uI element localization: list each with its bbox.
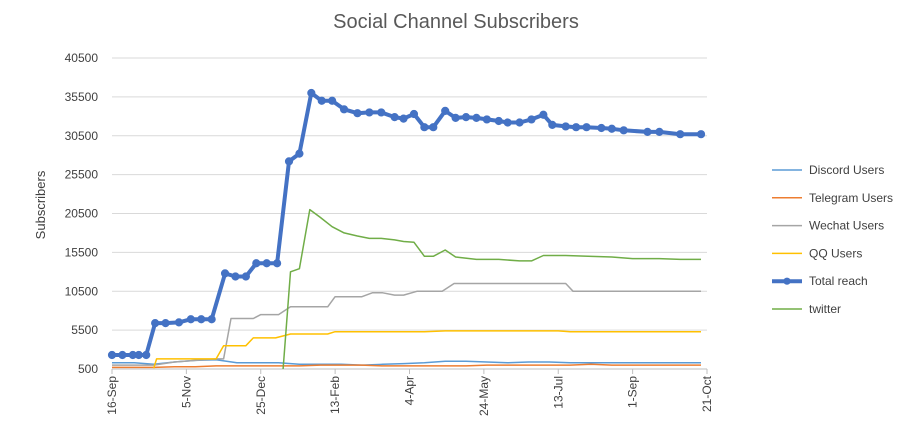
series-line-twitter: [282, 208, 701, 370]
series-line-total-reach: [112, 91, 701, 357]
y-axis-ticks: 500 5500 10500 15500 20500 25500 30500 35500 405…: [65, 51, 99, 376]
data-point: [161, 319, 170, 328]
x-tick-label: 5-Nov: [179, 376, 193, 408]
data-point: [607, 124, 616, 133]
data-point: [582, 123, 591, 132]
data-point: [597, 123, 606, 133]
data-point: [197, 315, 206, 324]
data-point: [365, 108, 374, 117]
data-point: [399, 114, 408, 123]
data-point: [619, 126, 628, 135]
data-point: [284, 157, 294, 166]
legend-label: Total reach: [809, 274, 868, 288]
data-point: [174, 318, 184, 327]
data-point: [390, 112, 399, 122]
data-point: [451, 113, 460, 122]
data-point: [676, 130, 685, 139]
data-point: [441, 106, 450, 115]
data-point: [107, 350, 117, 360]
x-tick-label: 1-Sep: [626, 376, 640, 408]
series-line-wechat-users: [112, 282, 701, 366]
data-point: [515, 118, 524, 127]
data-point: [118, 350, 127, 360]
y-axis-label: Subscribers: [33, 170, 48, 239]
y-tick-label: 500: [78, 362, 98, 376]
legend-label: Telegram Users: [809, 191, 893, 205]
y-tick-label: 5500: [71, 323, 98, 337]
data-point: [186, 315, 195, 324]
data-point: [241, 272, 250, 281]
data-point: [655, 127, 664, 136]
y-tick-label: 30500: [65, 129, 99, 143]
x-tick-label: 13-Feb: [328, 376, 342, 414]
series-line-telegram-users: [112, 363, 701, 369]
x-axis-ticks: 16-Sep 5-Nov 25-Dec 13-Feb 4-Apr 24-May 13-Jul…: [105, 369, 714, 416]
data-point: [472, 113, 481, 122]
legend-label: QQ Users: [809, 246, 862, 260]
data-point: [134, 350, 143, 360]
data-point: [207, 315, 216, 324]
series-line-qq-users: [152, 330, 701, 369]
legend-label: twitter: [809, 302, 841, 316]
data-point: [409, 109, 419, 119]
chart-title: Social Channel Subscribers: [333, 11, 579, 33]
data-point: [539, 110, 548, 119]
legend-label: Discord Users: [809, 163, 884, 177]
data-point: [252, 259, 261, 268]
x-tick-label: 16-Sep: [105, 376, 119, 415]
data-point: [339, 105, 349, 114]
data-point: [317, 96, 326, 105]
data-point: [273, 259, 282, 268]
data-point: [561, 122, 570, 131]
series-lines: [107, 88, 706, 370]
data-point: [142, 350, 151, 360]
x-tick-label: 4-Apr: [403, 376, 417, 405]
data-point: [307, 88, 316, 98]
data-point: [494, 116, 503, 126]
data-point: [262, 259, 271, 268]
data-point: [295, 149, 304, 158]
data-point: [482, 115, 491, 124]
data-point: [548, 120, 557, 129]
data-point: [328, 96, 337, 105]
data-point: [503, 118, 512, 127]
data-point: [231, 272, 240, 281]
legend-marker: [783, 277, 791, 285]
x-tick-label: 13-Jul: [551, 376, 565, 409]
legend-label: Wechat Users: [809, 219, 884, 233]
data-point: [151, 319, 160, 328]
gridlines: [112, 57, 707, 370]
data-point: [420, 123, 429, 132]
y-tick-label: 20500: [65, 207, 99, 221]
y-tick-label: 25500: [65, 168, 99, 182]
data-point: [527, 115, 536, 124]
data-point: [696, 130, 706, 139]
legend: Discord Users Telegram Users Wechat Users Q…: [772, 163, 893, 316]
y-tick-label: 40500: [65, 51, 99, 65]
x-tick-label: 25-Dec: [254, 376, 268, 415]
data-point: [353, 109, 362, 118]
x-tick-label: 21-Oct: [700, 375, 714, 412]
y-tick-label: 10500: [65, 284, 99, 298]
data-point: [220, 269, 230, 278]
data-point: [643, 127, 652, 136]
data-point: [377, 108, 386, 117]
data-point: [572, 123, 581, 132]
y-tick-label: 35500: [65, 90, 99, 104]
y-tick-label: 15500: [65, 245, 99, 259]
x-tick-label: 24-May: [477, 376, 491, 416]
data-point: [461, 112, 471, 122]
data-point: [429, 123, 438, 132]
